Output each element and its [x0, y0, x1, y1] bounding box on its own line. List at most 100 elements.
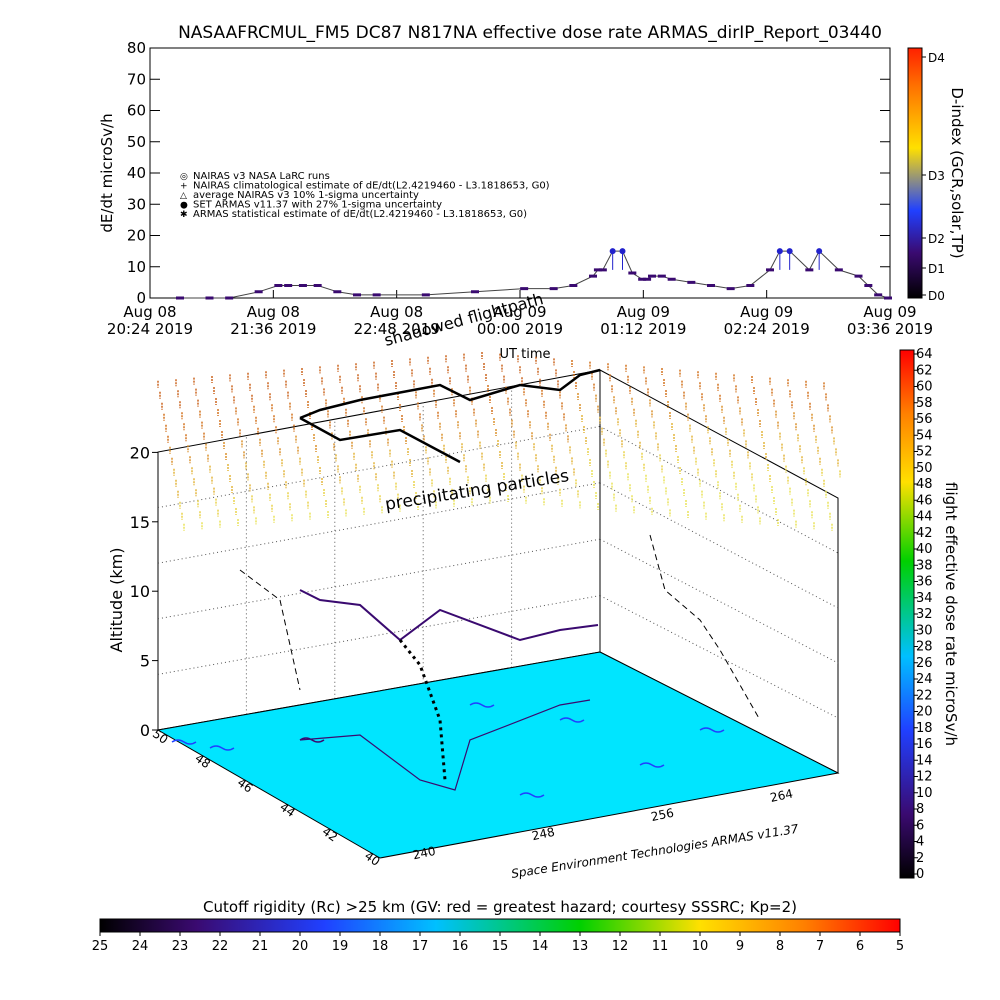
armas-point [421, 293, 430, 297]
ground-contour [699, 727, 725, 733]
dose-colorbar-tick-label: 0 [916, 867, 924, 882]
dose-colorbar-tick-label: 32 [916, 607, 933, 622]
armas-point [816, 248, 823, 255]
x-tick-time: 01:12 2019 [600, 320, 686, 338]
y-tick-label: 10 [127, 258, 146, 276]
cutoff-tick-label: 18 [372, 939, 389, 954]
dose-colorbar-tick-label: 14 [916, 753, 933, 768]
cutoff-tick-label: 11 [652, 939, 669, 954]
cutoff-tick-label: 22 [212, 939, 229, 954]
legend-entry: ARMAS statistical estimate of dE/dt(L2.4… [193, 209, 527, 220]
dose-colorbar-tick-label: 56 [916, 412, 933, 427]
altitude-axis-label: Altitude (km) [107, 548, 126, 653]
armas-point [726, 287, 735, 291]
armas-point [205, 296, 214, 300]
armas-point [628, 271, 637, 275]
ground-contour [559, 717, 585, 723]
armas-point [643, 277, 652, 281]
dose-colorbar-tick-label: 22 [916, 688, 933, 703]
armas-point [648, 274, 656, 278]
armas-series [176, 248, 892, 300]
x-tick-time: 03:36 2019 [847, 320, 933, 338]
cutoff-tick-label: 13 [572, 939, 589, 954]
wall-gridline [157, 538, 601, 620]
armas-point [549, 287, 558, 291]
cutoff-tick-label: 19 [332, 939, 349, 954]
flight-path-descent [398, 639, 447, 781]
x-tick-date: Aug 08 [370, 303, 423, 321]
cutoff-tick-label: 12 [612, 939, 629, 954]
armas-point [225, 296, 234, 300]
altitude-tick-label: 10 [130, 582, 150, 601]
y-tick-label: 20 [127, 227, 146, 245]
time-axis-label: UT time [500, 347, 551, 362]
armas-point [569, 284, 578, 287]
cutoff-tick-label: 24 [132, 939, 149, 954]
cutoff-tick-label: 15 [492, 939, 509, 954]
cutoff-tick-label: 25 [92, 939, 109, 954]
flight-path [239, 368, 761, 781]
y-tick-label: 30 [127, 195, 146, 213]
longitude-tick-label: 256 [650, 806, 675, 824]
armas-point [353, 293, 361, 297]
ground-contour [171, 739, 197, 745]
x-tick-time: 00:00 2019 [477, 320, 563, 338]
legend-marker: + [180, 182, 188, 192]
dindex-tick-label: D4 [928, 51, 945, 65]
dose-colorbar-tick-label: 2 [916, 851, 924, 866]
wall-gridline [599, 538, 839, 664]
dose-colorbar-tick-label: 60 [916, 380, 933, 395]
longitude-ticks: 240 248 256 264 [412, 787, 795, 863]
longitude-tick-label: 264 [769, 787, 794, 805]
cutoff-colorbar-ticks: 25 24 23 22 21 20 19 18 17 16 15 14 13 12 11 10 9 8 7 6 5 [92, 932, 904, 954]
wall-gridline [157, 425, 601, 509]
dose-colorbar-tick-label: 24 [916, 672, 933, 687]
cutoff-tick-label: 5 [896, 939, 904, 954]
dindex-colorbar [907, 47, 923, 299]
y-tick-label: 40 [127, 164, 146, 182]
altitude-ticks: 0 5 10 15 20 [130, 443, 158, 740]
ground-contour [469, 702, 495, 708]
x-tick-date: Aug 09 [617, 303, 670, 321]
wall-gridline [599, 482, 839, 609]
armas-point [884, 296, 892, 300]
cutoff-tick-label: 7 [816, 939, 824, 954]
x-tick-time: 02:24 2019 [724, 320, 810, 338]
armas-point [284, 284, 293, 287]
legend: ◎ NAIRAS v3 NASA LaRC runs + NAIRAS climato… [180, 171, 550, 220]
chart-title: NASAAFRCMUL_FM5 DC87 N817NA effective do… [178, 23, 882, 43]
dose-colorbar-tick-label: 42 [916, 526, 933, 541]
ground-contour [299, 737, 325, 743]
legend-marker: ● [180, 201, 188, 211]
dose-colorbar-tick-label: 18 [916, 721, 933, 736]
armas-point [313, 284, 322, 287]
dose-colorbar-tick-label: 4 [916, 835, 924, 850]
dose-colorbar-tick-label: 44 [916, 510, 933, 525]
precipitating-particle-field [157, 352, 841, 531]
altitude-tick-label: 0 [140, 721, 150, 740]
legend-marker: ✱ [180, 210, 188, 220]
dose-colorbar-tick-label: 46 [916, 493, 933, 508]
armas-point [786, 248, 793, 255]
dose-colorbar-tick-label: 20 [916, 705, 933, 720]
dose-colorbar-tick-label: 34 [916, 591, 933, 606]
armas-point [609, 248, 616, 255]
armas-point [254, 290, 263, 294]
dose-colorbar-tick-label: 10 [916, 786, 933, 801]
dose-colorbar-tick-label: 62 [916, 363, 933, 378]
armas-point [657, 274, 666, 278]
flight-path-projection [239, 569, 301, 691]
x-tick-time: 22:48 2019 [354, 320, 440, 338]
legend-entry: SET ARMAS v11.37 with 27% 1-sigma uncert… [193, 200, 442, 211]
cutoff-tick-label: 14 [532, 939, 549, 954]
longitude-tick-label: 240 [412, 844, 437, 862]
armas-point [805, 268, 814, 272]
x-tick-time: 21:36 2019 [230, 320, 316, 338]
dose-colorbar-tick-label: 16 [916, 737, 933, 752]
legend-entry: NAIRAS v3 NASA LaRC runs [193, 171, 330, 182]
dose-colorbar-tick-label: 28 [916, 640, 933, 655]
cutoff-tick-label: 20 [292, 939, 309, 954]
cutoff-tick-label: 21 [252, 939, 269, 954]
armas-point [854, 274, 863, 278]
altitude-tick-label: 20 [130, 443, 150, 462]
